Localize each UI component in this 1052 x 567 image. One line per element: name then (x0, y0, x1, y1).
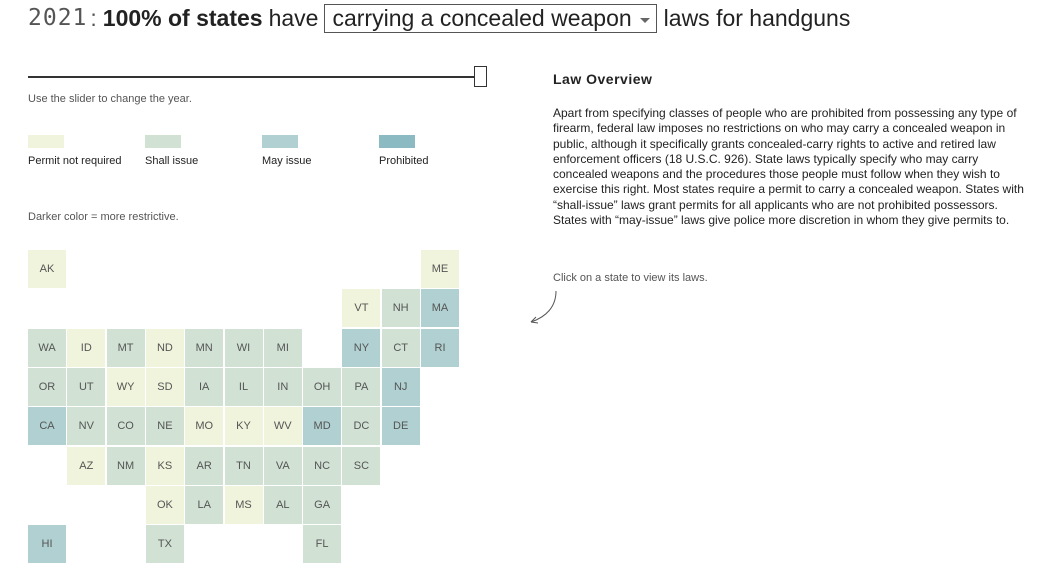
state-tile-ca[interactable]: CA (28, 407, 66, 446)
state-tile-ia[interactable]: IA (185, 367, 224, 406)
state-tile-mt[interactable]: MT (106, 328, 145, 367)
state-tile-wa[interactable]: WA (28, 328, 66, 367)
state-tile-ar[interactable]: AR (185, 446, 224, 485)
state-tile-mo[interactable]: MO (185, 407, 224, 446)
have-label: have (268, 4, 319, 31)
year-label: 2021 (28, 5, 88, 31)
year-slider-handle[interactable] (474, 66, 487, 87)
state-tile-vt[interactable]: VT (342, 289, 381, 328)
state-tile-co[interactable]: CO (106, 407, 145, 446)
state-tile-wy[interactable]: WY (106, 367, 145, 406)
state-tile-ak[interactable]: AK (28, 250, 66, 288)
legend-item-may-issue: May issue (262, 135, 312, 167)
stat-label: 100% of states (102, 4, 263, 31)
legend-label: May issue (262, 155, 312, 167)
curved-arrow-icon (530, 290, 557, 324)
state-tile-nv[interactable]: NV (67, 407, 106, 446)
legend-label: Prohibited (379, 155, 429, 167)
legend-label: Permit not required (28, 155, 122, 167)
click-state-hint: Click on a state to view its laws. (553, 272, 708, 284)
state-tile-ms[interactable]: MS (224, 485, 263, 524)
state-tile-ma[interactable]: MA (421, 289, 459, 328)
legend-swatch (262, 135, 298, 148)
state-tile-md[interactable]: MD (303, 407, 342, 446)
caret-down-icon (639, 17, 650, 23)
state-tile-nm[interactable]: NM (106, 446, 145, 485)
state-tile-in[interactable]: IN (263, 367, 302, 406)
state-tile-az[interactable]: AZ (67, 446, 106, 485)
state-tile-wi[interactable]: WI (224, 328, 263, 367)
state-tile-nc[interactable]: NC (303, 446, 342, 485)
law-overview-text: Apart from specifying classes of people … (553, 106, 1024, 228)
law-type-value: carrying a concealed weapon (332, 4, 632, 31)
legend-item-shall-issue: Shall issue (145, 135, 198, 167)
legend-item-permit-not-required: Permit not required (28, 135, 122, 167)
slider-hint: Use the slider to change the year. (28, 93, 192, 105)
state-tile-nd[interactable]: ND (145, 328, 184, 367)
suffix-label: laws for handguns (663, 4, 851, 31)
state-tile-ga[interactable]: GA (303, 485, 342, 524)
state-tile-wv[interactable]: WV (263, 407, 302, 446)
state-tile-tn[interactable]: TN (224, 446, 263, 485)
legend-label: Shall issue (145, 155, 199, 167)
legend-note: Darker color = more restrictive. (28, 211, 179, 223)
state-tile-me[interactable]: ME (421, 250, 459, 288)
state-tile-sd[interactable]: SD (145, 367, 184, 406)
state-tile-va[interactable]: VA (263, 446, 302, 485)
page-title: 2021 : 100% of states have carrying a co… (28, 2, 850, 34)
state-tile-il[interactable]: IL (224, 367, 263, 406)
legend-swatch (379, 135, 415, 148)
legend-item-prohibited: Prohibited (379, 135, 429, 167)
state-tile-mn[interactable]: MN (185, 328, 224, 367)
state-tile-pa[interactable]: PA (342, 367, 381, 406)
state-tile-dc[interactable]: DC (342, 407, 381, 446)
state-tile-ri[interactable]: RI (421, 328, 459, 367)
state-tile-ct[interactable]: CT (381, 328, 420, 367)
state-tile-de[interactable]: DE (381, 407, 420, 446)
state-tile-hi[interactable]: HI (28, 525, 66, 564)
year-colon: : (90, 4, 97, 31)
state-tile-ky[interactable]: KY (224, 407, 263, 446)
year-slider-track[interactable] (28, 76, 482, 78)
state-tile-id[interactable]: ID (67, 328, 106, 367)
legend-swatch (145, 135, 181, 148)
state-tile-mi[interactable]: MI (263, 328, 302, 367)
legend-swatch (28, 135, 64, 148)
state-tile-oh[interactable]: OH (303, 367, 342, 406)
state-tile-ny[interactable]: NY (342, 328, 381, 367)
state-tile-fl[interactable]: FL (303, 525, 342, 564)
state-tile-al[interactable]: AL (263, 485, 302, 524)
state-tile-or[interactable]: OR (28, 367, 66, 406)
state-tile-ut[interactable]: UT (67, 367, 106, 406)
state-tile-nj[interactable]: NJ (381, 367, 420, 406)
law-overview-title: Law Overview (553, 71, 653, 87)
state-tile-la[interactable]: LA (185, 485, 224, 524)
law-type-dropdown[interactable]: carrying a concealed weapon (324, 3, 657, 33)
state-tile-ne[interactable]: NE (145, 407, 184, 446)
state-tile-ks[interactable]: KS (145, 446, 184, 485)
state-tile-tx[interactable]: TX (145, 525, 184, 564)
state-tile-ok[interactable]: OK (145, 485, 184, 524)
state-tile-sc[interactable]: SC (342, 446, 381, 485)
state-tile-nh[interactable]: NH (381, 289, 420, 328)
